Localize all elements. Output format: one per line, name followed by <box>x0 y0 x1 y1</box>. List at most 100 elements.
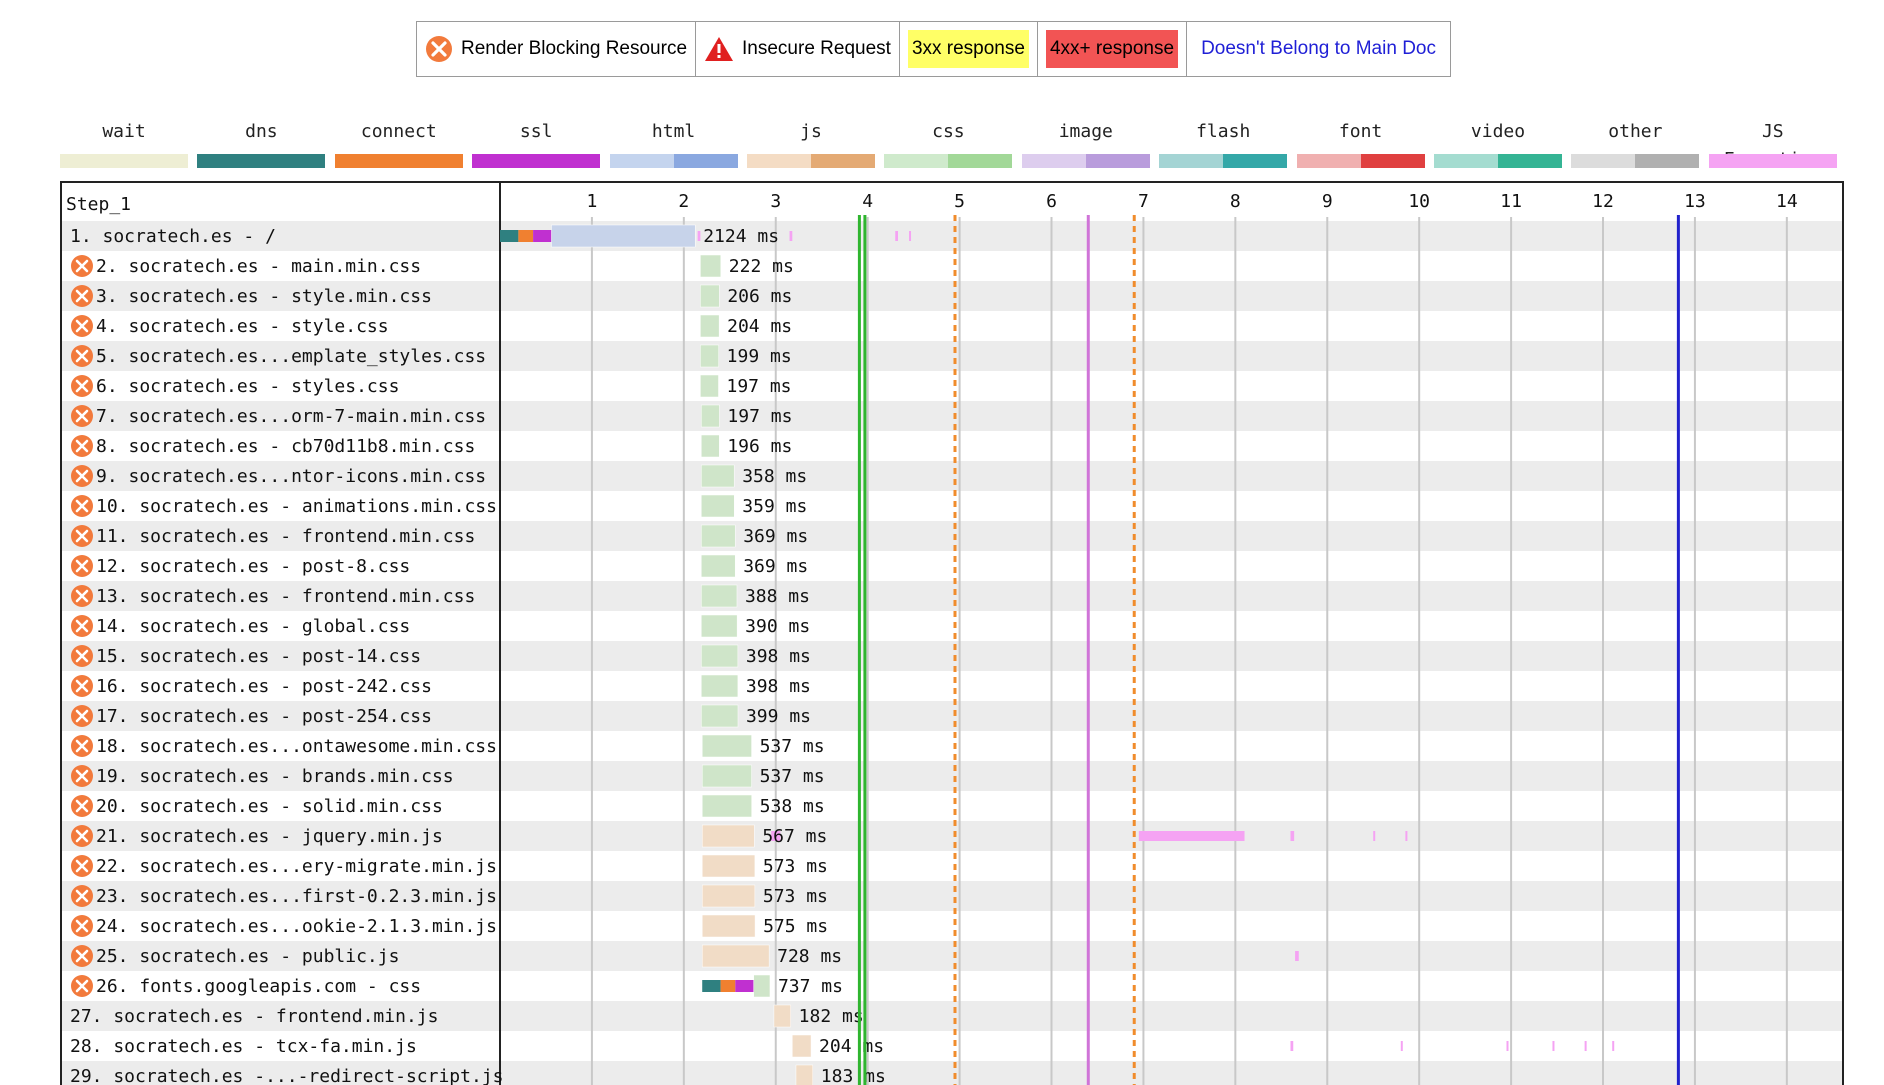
legend-not-main-doc: Doesn't Belong to Main Doc <box>1187 22 1450 76</box>
request-bar <box>701 494 735 518</box>
timing-legend-css: css <box>884 118 1013 168</box>
timing-legend-font: font <box>1296 118 1425 168</box>
row-background <box>62 641 1842 671</box>
x-tick-label: 9 <box>1322 191 1333 212</box>
render-blocking-icon <box>71 255 93 277</box>
connection-phase <box>720 980 736 992</box>
request-bar <box>700 284 720 308</box>
request-bar <box>701 884 756 908</box>
timing-legend-js: js <box>747 118 875 168</box>
row-background <box>62 881 1842 911</box>
legend-4xx-label: 4xx+ response <box>1045 30 1179 68</box>
request-bar <box>700 254 722 278</box>
duration-label: 728 ms <box>777 946 842 967</box>
legend-4xx: 4xx+ response <box>1038 22 1188 76</box>
request-label: 24. socratech.es...ookie-2.1.3.min.js <box>96 916 497 937</box>
render-blocking-icon <box>71 855 93 877</box>
x-tick-label: 2 <box>678 191 689 212</box>
request-label: 21. socratech.es - jquery.min.js <box>96 826 443 847</box>
render-blocking-icon <box>71 495 93 517</box>
row-background <box>62 701 1842 731</box>
duration-label: 206 ms <box>727 286 792 307</box>
request-bar <box>701 554 736 578</box>
timing-legend-dns: dns <box>197 118 326 168</box>
duration-label: 197 ms <box>727 406 792 427</box>
js-execution-mark <box>771 831 781 841</box>
duration-label: 399 ms <box>746 706 811 727</box>
request-bar <box>701 584 738 608</box>
render-blocking-icon <box>71 735 93 757</box>
js-execution-mark <box>789 231 793 241</box>
row-background <box>62 461 1842 491</box>
js-execution-mark <box>1373 831 1376 841</box>
request-label: 14. socratech.es - global.css <box>96 616 410 637</box>
request-label: 11. socratech.es - frontend.min.css <box>96 526 475 547</box>
timing-legend-swatch <box>472 154 601 168</box>
timing-legend-swatch <box>747 154 875 168</box>
request-bar <box>700 374 719 398</box>
legend-3xx-label: 3xx response <box>907 30 1029 68</box>
request-bar <box>795 1064 814 1085</box>
legend-insecure: Insecure Request <box>696 22 900 76</box>
duration-label: 369 ms <box>743 556 808 577</box>
connection-phase <box>735 980 754 992</box>
render-blocking-icon <box>71 615 93 637</box>
timing-legend-video: video <box>1434 118 1562 168</box>
timing-legend-html: html <box>609 118 738 168</box>
render-blocking-icon <box>71 405 93 427</box>
timing-legend-flash: flash <box>1159 118 1288 168</box>
request-label: 6. socratech.es - styles.css <box>96 376 399 397</box>
row-background <box>62 1001 1842 1031</box>
row-background <box>62 821 1842 851</box>
row-background <box>62 401 1842 431</box>
duration-label: 182 ms <box>799 1006 864 1027</box>
timing-legend-label: dns <box>245 121 278 142</box>
duration-label: 737 ms <box>778 976 843 997</box>
render-blocking-icon <box>71 915 93 937</box>
timing-legend-label: wait <box>102 121 146 142</box>
row-background <box>62 1061 1842 1085</box>
row-background <box>62 941 1842 971</box>
timing-legend-label: ssl <box>519 121 553 142</box>
request-bar <box>701 944 770 968</box>
request-label: 27. socratech.es - frontend.min.js <box>70 1006 438 1027</box>
render-blocking-icon <box>71 555 93 577</box>
duration-label: 398 ms <box>746 646 811 667</box>
request-label: 15. socratech.es - post-14.css <box>96 646 421 667</box>
legend-render-blocking: Render Blocking Resource <box>417 22 697 76</box>
x-tick-label: 10 <box>1408 191 1430 212</box>
timing-legend-label: css <box>932 121 965 142</box>
duration-label: 359 ms <box>742 496 807 517</box>
timing-legend-label: js <box>800 121 822 142</box>
timing-legend-swatch <box>1571 154 1700 168</box>
duration-label: 538 ms <box>760 796 825 817</box>
legend-not-main-doc-label: Doesn't Belong to Main Doc <box>1201 38 1436 59</box>
render-blocking-icon <box>71 285 93 307</box>
js-execution-mark <box>1400 1041 1403 1051</box>
row-background <box>62 341 1842 371</box>
render-blocking-icon <box>71 465 93 487</box>
connection-phase <box>518 230 534 242</box>
duration-label: 537 ms <box>760 736 825 757</box>
x-tick-label: 12 <box>1592 191 1614 212</box>
timing-legend-swatch <box>1708 154 1837 168</box>
request-label: 25. socratech.es - public.js <box>96 946 399 967</box>
x-tick-label: 3 <box>770 191 781 212</box>
request-bar <box>701 404 720 428</box>
x-tick-label: 14 <box>1776 191 1798 212</box>
duration-label: 573 ms <box>763 856 828 877</box>
timing-legend-swatch <box>1021 154 1150 168</box>
row-background <box>62 581 1842 611</box>
legend-flags: Render Blocking Resource Insecure Reques… <box>416 21 1451 77</box>
timing-legend-label: font <box>1338 121 1383 142</box>
timing-legend-swatch <box>334 154 463 168</box>
timing-legend-ssl: ssl <box>472 118 601 168</box>
duration-label: 567 ms <box>762 826 827 847</box>
duration-label: 183 ms <box>821 1066 886 1085</box>
request-label: 20. socratech.es - solid.min.css <box>96 796 443 817</box>
render-blocking-icon <box>71 435 93 457</box>
duration-label: 388 ms <box>745 586 810 607</box>
x-tick-label: 5 <box>954 191 965 212</box>
duration-label: 537 ms <box>760 766 825 787</box>
request-bar <box>753 974 771 998</box>
